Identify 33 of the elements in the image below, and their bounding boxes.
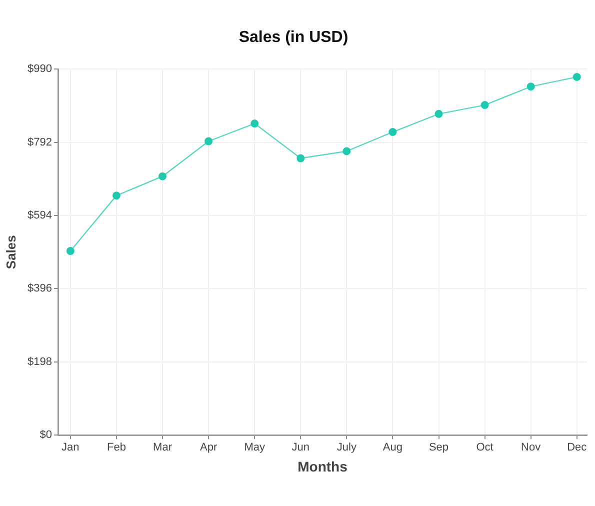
x-tick-label: Nov [521,442,542,454]
x-tick-label: Oct [476,442,494,454]
x-tick-label: Jan [62,442,80,454]
x-tick-label: Apr [200,442,218,454]
x-tick-label: Aug [382,442,402,454]
x-tick-label: Dec [567,442,588,454]
y-tick-label: $990 [28,63,52,76]
chart-title: Sales (in USD) [238,29,348,46]
point [342,147,351,156]
point [296,154,305,162]
x-tick-label: May [244,442,266,454]
y-tick-label: $792 [28,136,52,148]
x-axis-title: Months [298,458,348,474]
x-tick-label: Jun [292,442,310,454]
point [66,246,74,255]
point [204,137,213,146]
y-tick-label: $396 [28,282,52,295]
y-axis-title: Sales [3,235,18,270]
x-tick-label: Mar [153,442,172,454]
point [480,101,489,110]
y-tick-label: $0 [40,429,52,442]
point [434,110,443,118]
x-tick-label: Sep [428,442,449,454]
point [158,172,167,180]
point [112,192,120,200]
y-tick-label: $198 [28,356,52,368]
x-tick-label: Feb [106,442,126,454]
point [250,120,259,128]
point [526,82,535,91]
point [388,128,397,136]
point [572,72,581,81]
y-tick-label: $594 [28,210,52,222]
x-tick-label: July [336,442,357,454]
